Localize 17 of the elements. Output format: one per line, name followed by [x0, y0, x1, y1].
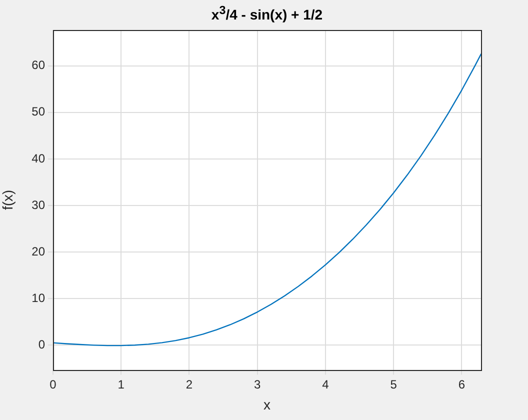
- x-tick-label: 1: [118, 377, 125, 392]
- x-tick-label: 2: [186, 377, 193, 392]
- y-tick-label: 40: [32, 151, 46, 166]
- y-tick-label: 0: [38, 337, 46, 352]
- y-tick-label: 20: [32, 244, 46, 258]
- x-tick-label: 6: [458, 377, 466, 392]
- y-tick-label: 10: [32, 290, 46, 305]
- x-tick-label: 5: [390, 377, 398, 392]
- x-tick-label: 3: [254, 377, 262, 392]
- y-tick-label: 30: [32, 198, 46, 212]
- x-tick-label: 4: [322, 377, 330, 392]
- y-tick-label: 50: [32, 104, 46, 119]
- chart-title: x$^{3}$/4 - sin(x) + 1/2: [210, 4, 324, 23]
- x-tick-label: 0: [50, 377, 57, 392]
- x-axis-title: x: [264, 396, 270, 412]
- y-axis-title: f(x): [0, 190, 16, 210]
- y-tick-label: 60: [32, 58, 46, 72]
